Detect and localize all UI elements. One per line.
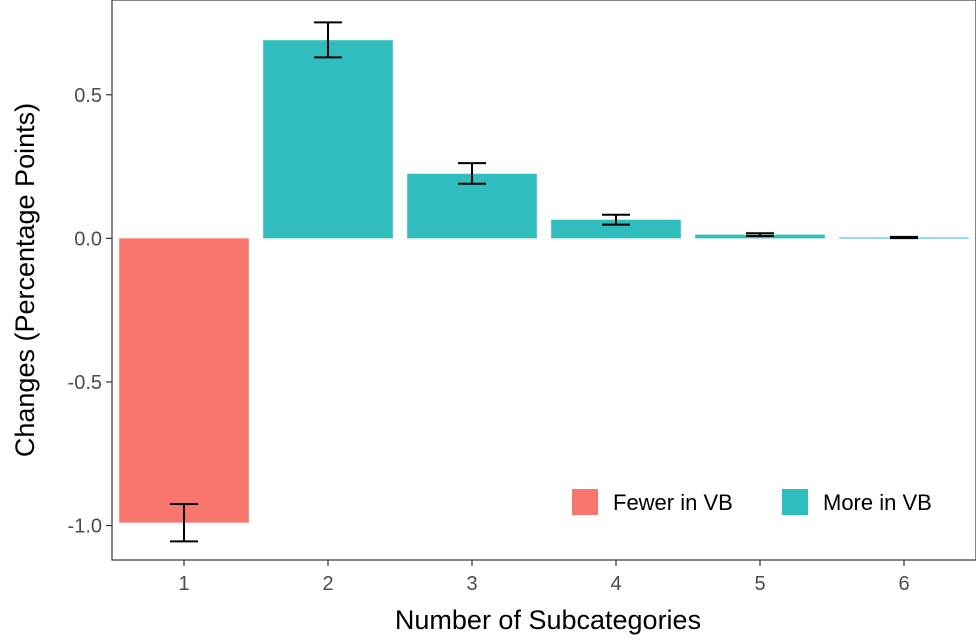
y-axis-title: Changes (Percentage Points) [10,103,40,457]
bars-layer [119,40,969,523]
x-tick-label-6: 6 [898,573,909,595]
legend-swatch-more [782,489,808,515]
y-tick-label: 0.0 [74,228,102,250]
error-bar-5 [746,232,774,238]
y-tick-label: 0.5 [74,85,102,107]
error-bar-1 [170,503,198,543]
y-axis: -1.0 -0.5 0.0 0.5 [68,85,112,538]
y-tick-label: -1.0 [68,516,102,538]
error-bar-4 [602,213,630,226]
x-axis-title: Number of Subcategories [395,605,701,635]
x-tick-label-3: 3 [466,573,477,595]
legend-label-more: More in VB [823,490,932,515]
error-bar-6 [890,235,918,240]
bar-4 [551,219,681,239]
x-tick-label-2: 2 [322,573,333,595]
error-bar-3 [458,162,486,185]
error-bars-layer [170,21,918,543]
x-tick-label-1: 1 [178,573,189,595]
x-axis: 1 2 3 4 5 6 [178,560,910,595]
error-bar-2 [314,21,342,59]
x-tick-label-4: 4 [610,573,621,595]
legend: Fewer in VB More in VB [572,489,932,515]
bar-2 [263,40,393,239]
bar-1 [119,238,249,523]
plot-panel [111,0,976,561]
legend-swatch-fewer [572,489,598,515]
x-tick-label-5: 5 [754,573,765,595]
legend-label-fewer: Fewer in VB [613,490,733,515]
y-tick-label: -0.5 [68,372,102,394]
